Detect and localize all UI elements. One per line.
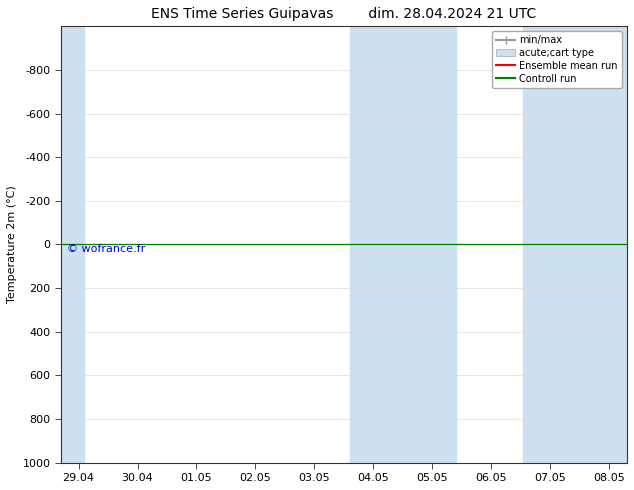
Bar [61, 26, 84, 463]
Y-axis label: Temperature 2m (°C): Temperature 2m (°C) [7, 186, 17, 303]
Legend: min/max, acute;cart type, Ensemble mean run, Controll run: min/max, acute;cart type, Ensemble mean … [492, 31, 622, 88]
Title: ENS Time Series Guipavas        dim. 28.04.2024 21 UTC: ENS Time Series Guipavas dim. 28.04.2024… [151, 7, 536, 21]
Text: © wofrance.fr: © wofrance.fr [67, 245, 145, 254]
Bar [524, 26, 626, 463]
Bar [349, 26, 456, 463]
